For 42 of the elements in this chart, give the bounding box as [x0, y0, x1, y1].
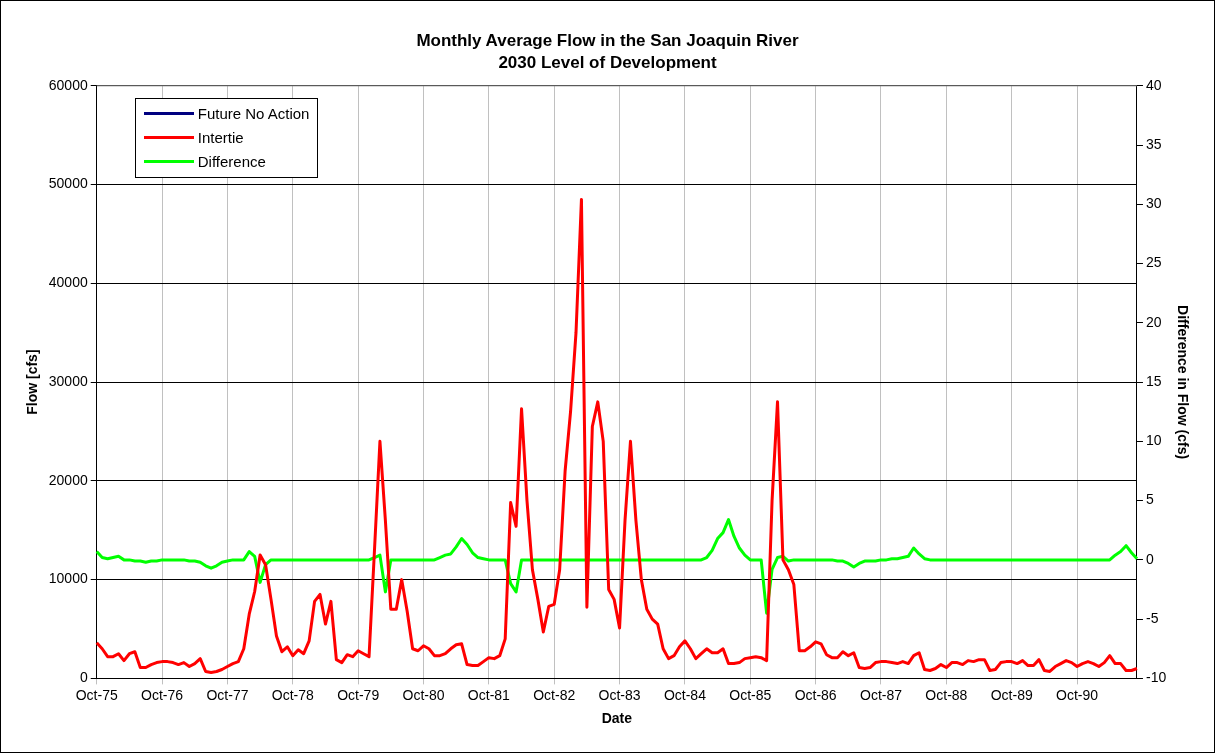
- x-tick-label: Oct-89: [990, 686, 1033, 703]
- legend-label: Future No Action: [197, 105, 310, 123]
- y-tick-label: 10000: [48, 570, 88, 587]
- x-tick-label: Oct-84: [663, 686, 707, 703]
- y2-tick-label: 0: [1145, 550, 1154, 567]
- y2-tick-label: 25: [1145, 254, 1162, 271]
- x-tick-label: Oct-79: [337, 686, 380, 703]
- y2-tick-label: 30: [1145, 195, 1162, 212]
- y2-tick-label: 5: [1145, 491, 1154, 508]
- y-tick-label: 50000: [48, 175, 88, 192]
- x-tick-label: Oct-80: [402, 686, 445, 703]
- y2-tick-label: 15: [1145, 372, 1162, 389]
- x-tick-label: Oct-85: [729, 686, 772, 703]
- y-tick-label: 30000: [48, 372, 88, 389]
- y2-tick-label: 35: [1145, 135, 1162, 152]
- legend-label: Difference: [197, 153, 266, 171]
- x-tick-label: Oct-88: [925, 686, 968, 703]
- x-tick-label: Oct-87: [859, 686, 903, 703]
- x-tick-label: Oct-86: [794, 686, 837, 703]
- x-tick-label: Oct-78: [271, 686, 315, 703]
- chart-title: Monthly Average Flow in the San Joaquin River: [416, 30, 799, 50]
- y2-axis-title: Difference in Flow (cfs): [1174, 305, 1191, 460]
- x-tick-label: Oct-90: [1056, 686, 1099, 703]
- y2-tick-label: 20: [1145, 313, 1162, 330]
- x-tick-label: Oct-81: [467, 686, 511, 703]
- y-tick-label: 40000: [48, 274, 88, 291]
- y-axis-title: Flow [cfs]: [24, 349, 41, 415]
- y-tick-label: 60000: [48, 76, 88, 93]
- y2-tick-label: 40: [1145, 76, 1162, 93]
- y2-tick-label: -5: [1145, 610, 1159, 626]
- x-tick-label: Oct-83: [598, 686, 641, 703]
- x-tick-label: Oct-82: [533, 686, 576, 703]
- y2-tick-label: -10: [1145, 669, 1167, 686]
- chart-subtitle: 2030 Level of Development: [498, 53, 717, 73]
- x-tick-label: Oct-77: [206, 686, 249, 703]
- x-axis-title: Date: [601, 710, 633, 727]
- x-tick-label: Oct-75: [75, 686, 118, 703]
- y-tick-label: 0: [79, 669, 88, 686]
- legend-label: Intertie: [197, 129, 244, 147]
- y2-tick-label: 10: [1145, 432, 1162, 449]
- y-tick-label: 20000: [48, 471, 88, 488]
- x-tick-label: Oct-76: [141, 686, 184, 703]
